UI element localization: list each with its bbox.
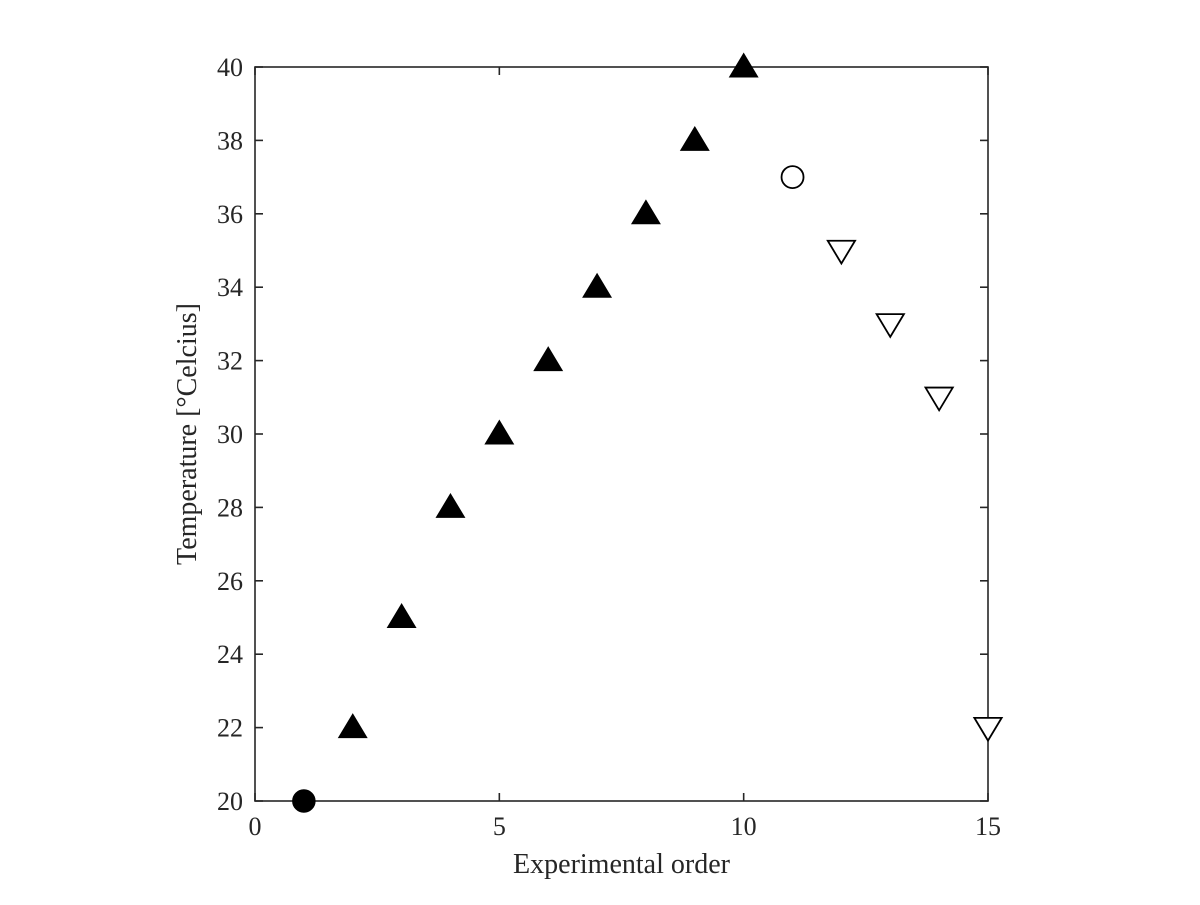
data-markers [292,52,1004,813]
x-tick-label: 5 [493,812,506,841]
marker-open-triangle-down [923,386,955,413]
y-axis-label: Temperature [°Celcius] [172,303,203,565]
y-tick-label: 36 [217,200,243,229]
y-tick-label: 22 [217,714,243,743]
marker-open-triangle-down [826,239,857,266]
y-tick-label: 38 [217,126,243,155]
marker-open-triangle-down [972,716,1004,743]
marker-filled-triangle [386,603,417,628]
marker-filled-triangle [630,199,661,225]
x-tick-label: 0 [249,812,262,841]
axes [254,66,989,802]
y-tick-label: 20 [217,787,243,816]
y-tick-label: 28 [217,493,243,522]
marker-filled-triangle [435,492,466,518]
y-tick-label: 34 [217,273,243,302]
marker-filled-circle [292,789,316,813]
marker-open-triangle-down [875,313,906,339]
y-tick-label: 40 [217,53,243,82]
y-tick-label: 26 [217,567,243,596]
marker-filled-triangle [582,272,613,298]
y-tick-label: 32 [217,347,243,376]
marker-filled-triangle [337,713,368,739]
plot-frame [254,66,989,802]
marker-filled-triangle [484,419,515,445]
y-tick-label: 30 [217,420,243,449]
marker-filled-triangle [679,125,710,151]
marker-open-circle [780,165,805,190]
marker-filled-triangle [728,52,759,78]
x-tick-label: 10 [731,812,757,841]
x-axis-label: Experimental order [513,849,731,880]
y-tick-label: 24 [217,640,243,669]
marker-filled-triangle [533,346,564,372]
x-tick-label: 15 [975,812,1001,841]
ticks: 0 5 10 15 20 22 24 26 28 30 32 34 36 38 40 [217,53,1001,841]
